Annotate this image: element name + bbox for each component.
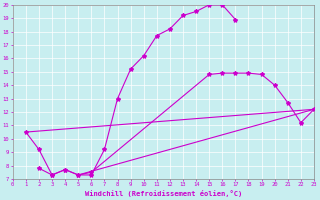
X-axis label: Windchill (Refroidissement éolien,°C): Windchill (Refroidissement éolien,°C) <box>85 190 242 197</box>
